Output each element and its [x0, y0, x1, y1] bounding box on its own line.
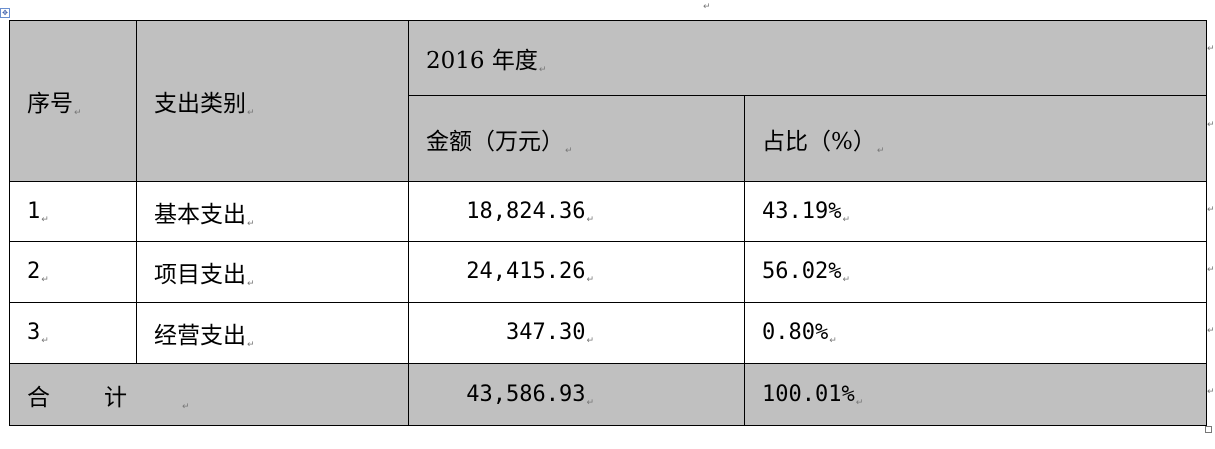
paragraph-mark-icon: ↵	[703, 2, 711, 12]
row-end-mark-icon: ↵	[1207, 265, 1215, 275]
table-row: 1↵ 基本支出↵ 18,824.36↵ 43.19%↵	[9, 181, 1207, 242]
row-end-mark-icon: ↵	[1207, 205, 1215, 215]
row-end-mark-icon: ↵	[1207, 120, 1215, 130]
row-category: 基本支出↵	[136, 181, 409, 242]
row-seq: 1↵	[9, 181, 137, 242]
row-amount: 347.30↵	[408, 302, 745, 364]
row-amount: 24,415.26↵	[408, 241, 745, 303]
row-share: 56.02%↵	[744, 241, 1207, 303]
row-end-mark-icon: ↵	[1207, 387, 1215, 397]
header-category: 支出类别↵	[136, 20, 409, 182]
table-resize-handle-icon[interactable]	[1205, 426, 1212, 433]
row-end-mark-icon: ↵	[1207, 326, 1215, 336]
row-end-mark-icon: ↵	[1207, 44, 1215, 54]
expenditure-table: 序号↵ 支出类别↵ 2016 年度↵ 金额（万元）↵ 占比（%）↵ 1↵ 基本支…	[9, 20, 1207, 426]
table-row: 3↵ 经营支出↵ 347.30↵ 0.80%↵	[9, 302, 1207, 364]
row-category: 项目支出↵	[136, 241, 409, 303]
row-category: 经营支出↵	[136, 302, 409, 364]
total-share: 100.01%↵	[744, 363, 1207, 426]
header-amount: 金额（万元）↵	[408, 95, 745, 182]
total-label: 合计↵	[9, 363, 409, 426]
table-move-handle-icon[interactable]: ✥	[0, 8, 10, 18]
header-share: 占比（%）↵	[744, 95, 1207, 182]
row-amount: 18,824.36↵	[408, 181, 745, 242]
total-row: 合计↵ 43,586.93↵ 100.01%↵	[9, 363, 1207, 426]
total-amount: 43,586.93↵	[408, 363, 745, 426]
table-row: 2↵ 项目支出↵ 24,415.26↵ 56.02%↵	[9, 241, 1207, 303]
row-share: 43.19%↵	[744, 181, 1207, 242]
row-seq: 3↵	[9, 302, 137, 364]
header-seq: 序号↵	[9, 20, 137, 182]
row-share: 0.80%↵	[744, 302, 1207, 364]
row-seq: 2↵	[9, 241, 137, 303]
header-year: 2016 年度↵	[408, 20, 1207, 96]
